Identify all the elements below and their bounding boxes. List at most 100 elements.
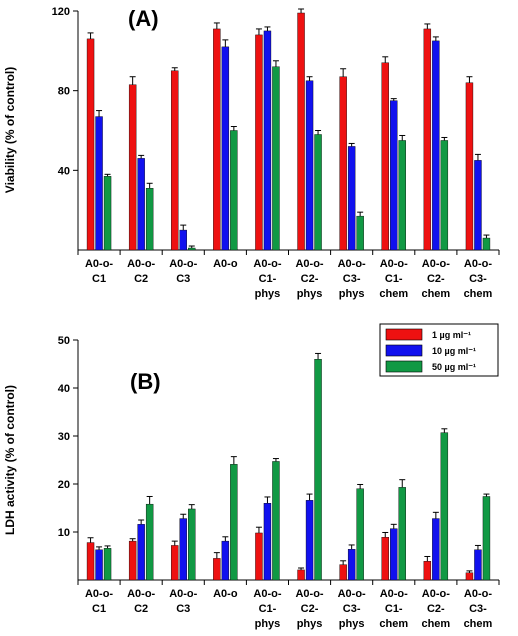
error-bar <box>272 458 279 462</box>
error-bar <box>474 153 481 161</box>
bar-series-1 <box>213 558 221 581</box>
bar-series-2 <box>95 116 103 251</box>
x-tick-label: A0-o-C3-phys <box>338 588 366 630</box>
y-tick-label: 80 <box>58 86 70 98</box>
bar-series-1 <box>339 564 347 581</box>
bar-series-2 <box>221 540 230 581</box>
error-bar <box>180 224 187 231</box>
error-bar <box>87 537 94 543</box>
bar-series-2 <box>390 100 398 251</box>
legend-label-1: 1 µg ml⁻¹ <box>432 330 471 340</box>
bar-series-2 <box>263 30 272 251</box>
x-tick-label: A0-o-C3 <box>169 588 197 615</box>
bar-series-2 <box>432 518 440 581</box>
error-bar <box>390 98 397 101</box>
error-bar <box>146 182 153 189</box>
bar-series-2 <box>305 80 314 251</box>
error-bar <box>382 56 389 63</box>
error-bar <box>466 570 473 573</box>
bar-series-2 <box>137 158 145 251</box>
bar-series-3 <box>145 503 154 581</box>
error-bar <box>129 76 136 85</box>
panel-b-y-ticks: 10 20 30 40 50 <box>58 335 78 539</box>
error-bar <box>87 32 94 39</box>
error-bar <box>213 552 220 559</box>
bar-series-3 <box>398 140 406 251</box>
error-bar <box>255 526 262 533</box>
legend-swatch-1 <box>385 328 423 341</box>
bar-series-3 <box>314 134 322 251</box>
bar-series-1 <box>465 82 474 251</box>
error-bar <box>180 513 187 519</box>
error-bar <box>146 495 153 505</box>
error-bar <box>357 211 364 217</box>
error-bar <box>298 8 305 13</box>
error-bar <box>424 555 431 562</box>
bar-series-1 <box>297 569 305 581</box>
error-bar <box>171 540 178 546</box>
error-bar <box>340 68 347 77</box>
x-tick-label: A0-o-C2-phys <box>295 588 323 630</box>
y-tick-label: 40 <box>58 383 70 395</box>
panel-a-label: (A) <box>128 6 159 31</box>
error-bar <box>382 531 389 538</box>
x-tick-label: A0-o-C2 <box>127 588 155 615</box>
error-bar <box>441 428 448 433</box>
bar-series-2 <box>432 40 440 251</box>
bar-series-1 <box>423 28 432 251</box>
bar-series-3 <box>145 188 154 251</box>
bar-series-2 <box>305 500 314 581</box>
bar-series-2 <box>179 229 187 251</box>
error-bar <box>315 352 322 360</box>
x-tick-label: A0-o-C1-chem <box>379 258 408 300</box>
error-bar <box>188 504 195 509</box>
error-bar <box>230 126 237 131</box>
bar-series-3 <box>398 487 406 581</box>
y-tick-label: 40 <box>58 165 70 177</box>
y-tick-label: 120 <box>52 6 70 18</box>
panel-b-y-axis-title: LDH activity (% of control) <box>3 385 17 535</box>
panel-a-x-tick-labels: A0-o-C1 A0-o-C2 A0-o-C3 A0-o A0-o-C1-phys A0-… <box>77 250 500 300</box>
bar-series-1 <box>171 70 179 251</box>
legend: 1 µg ml⁻¹ 10 µg ml⁻¹ 50 µg ml⁻¹ <box>379 323 499 377</box>
bar-series-2 <box>221 46 230 251</box>
bar-series-3 <box>440 432 449 581</box>
error-bar <box>298 567 305 570</box>
x-tick-label: A0-o <box>213 588 238 600</box>
bar-series-3 <box>103 548 112 581</box>
bar-series-3 <box>440 140 449 251</box>
error-bar <box>441 136 448 141</box>
bar-series-1 <box>213 28 221 251</box>
panel-a-bars <box>86 8 491 251</box>
error-bar <box>129 538 136 542</box>
error-bar <box>348 142 355 147</box>
error-bar <box>340 560 347 565</box>
x-tick-label: A0-o <box>213 258 238 270</box>
legend-swatch-2 <box>385 344 423 357</box>
x-tick-label: A0-o-C2-chem <box>421 258 450 300</box>
error-bar <box>264 496 271 504</box>
x-tick-label: A0-o-C2-chem <box>421 588 450 630</box>
bar-series-2 <box>474 549 482 581</box>
bar-series-2 <box>347 146 356 251</box>
bar-series-1 <box>171 545 179 581</box>
x-tick-label: A0-o-C1 <box>85 588 113 615</box>
bar-series-2 <box>137 524 145 581</box>
bar-series-2 <box>390 528 398 581</box>
error-bar <box>474 544 481 550</box>
bar-series-1 <box>86 38 95 251</box>
error-bar <box>399 134 406 141</box>
bar-series-1 <box>381 537 389 581</box>
error-bar <box>357 483 364 489</box>
panel-b-bars <box>86 352 491 581</box>
error-bar <box>171 67 178 71</box>
error-bar <box>96 546 103 550</box>
legend-swatch-3 <box>385 360 423 373</box>
x-tick-label: A0-o-C1-phys <box>253 588 281 630</box>
error-bar <box>222 39 229 47</box>
x-tick-label: A0-o-C2-phys <box>295 258 323 300</box>
error-bar <box>230 456 237 465</box>
legend-label-2: 10 µg ml⁻¹ <box>432 346 476 356</box>
error-bar <box>222 536 229 542</box>
error-bar <box>255 28 262 35</box>
